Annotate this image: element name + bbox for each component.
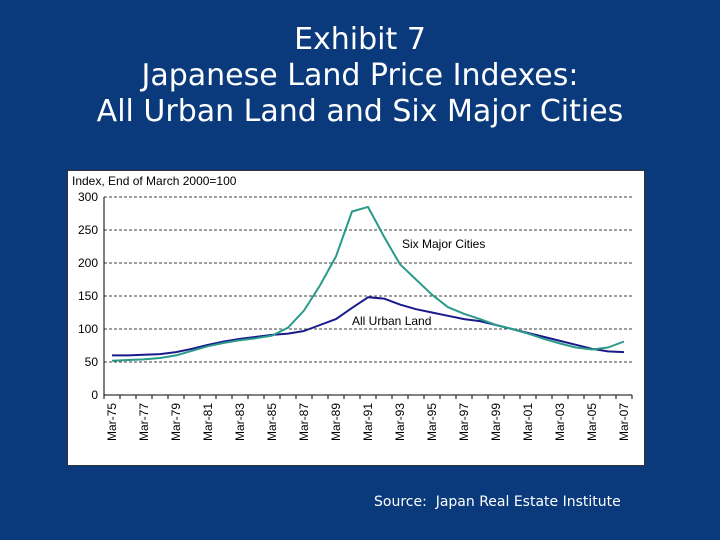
x-tick-label-Mar-97: Mar-97 bbox=[457, 403, 471, 441]
grid-layer bbox=[104, 196, 632, 363]
x-tick-label-Mar-95: Mar-95 bbox=[425, 403, 439, 441]
x-tick-label-Mar-01: Mar-01 bbox=[521, 403, 535, 441]
x-tick-label-Mar-07: Mar-07 bbox=[617, 403, 631, 441]
x-tick-label-Mar-99: Mar-99 bbox=[489, 403, 503, 441]
annotation-six-major-cities: Six Major Cities bbox=[402, 237, 485, 251]
y-tick-label-100: 100 bbox=[78, 322, 98, 336]
x-tick-label-Mar-87: Mar-87 bbox=[297, 403, 311, 441]
x-tick-label-Mar-03: Mar-03 bbox=[553, 403, 567, 441]
y-tick-label-0: 0 bbox=[91, 388, 98, 402]
annotation-all-urban-land: All Urban Land bbox=[352, 314, 431, 328]
series-layer bbox=[111, 205, 625, 362]
line-chart: Index, End of March 2000=100 0 50 100 150 20… bbox=[72, 174, 633, 441]
source-note: Source: Japan Real Estate Institute bbox=[374, 494, 621, 510]
series-line-six-major-cities bbox=[111, 205, 625, 362]
x-tick-label-Mar-79: Mar-79 bbox=[169, 403, 183, 441]
x-tick-label-Mar-93: Mar-93 bbox=[393, 403, 407, 441]
y-tick-label-250: 250 bbox=[78, 223, 98, 237]
x-tick-label-Mar-91: Mar-91 bbox=[361, 403, 375, 441]
y-tick-label-150: 150 bbox=[78, 289, 98, 303]
x-tick-label-Mar-81: Mar-81 bbox=[201, 403, 215, 441]
title-line-2: Japanese Land Price Indexes: bbox=[141, 58, 579, 93]
y-axis-label: Index, End of March 2000=100 bbox=[72, 174, 237, 188]
x-tick-label-Mar-77: Mar-77 bbox=[137, 403, 151, 441]
y-tick-label-50: 50 bbox=[85, 355, 99, 369]
slide-title: Exhibit 7 Japanese Land Price Indexes: A… bbox=[0, 22, 720, 130]
title-line-1: Exhibit 7 bbox=[294, 22, 426, 57]
x-tick-label-Mar-75: Mar-75 bbox=[105, 403, 119, 441]
series-line-all-urban-land bbox=[112, 296, 625, 357]
chart-panel: Index, End of March 2000=100 0 50 100 150 20… bbox=[67, 170, 645, 466]
y-tick-label-200: 200 bbox=[78, 256, 98, 270]
x-tick-label-Mar-89: Mar-89 bbox=[329, 403, 343, 441]
title-line-3: All Urban Land and Six Major Cities bbox=[96, 94, 624, 129]
x-tick-label-Mar-85: Mar-85 bbox=[265, 403, 279, 441]
axis-layer: 0 50 100 150 200 250 300 Mar-75 Mar-77 Mar-79 Mar-… bbox=[78, 190, 633, 441]
y-tick-label-300: 300 bbox=[78, 190, 98, 204]
x-tick-label-Mar-83: Mar-83 bbox=[233, 403, 247, 441]
x-tick-label-Mar-05: Mar-05 bbox=[585, 403, 599, 441]
